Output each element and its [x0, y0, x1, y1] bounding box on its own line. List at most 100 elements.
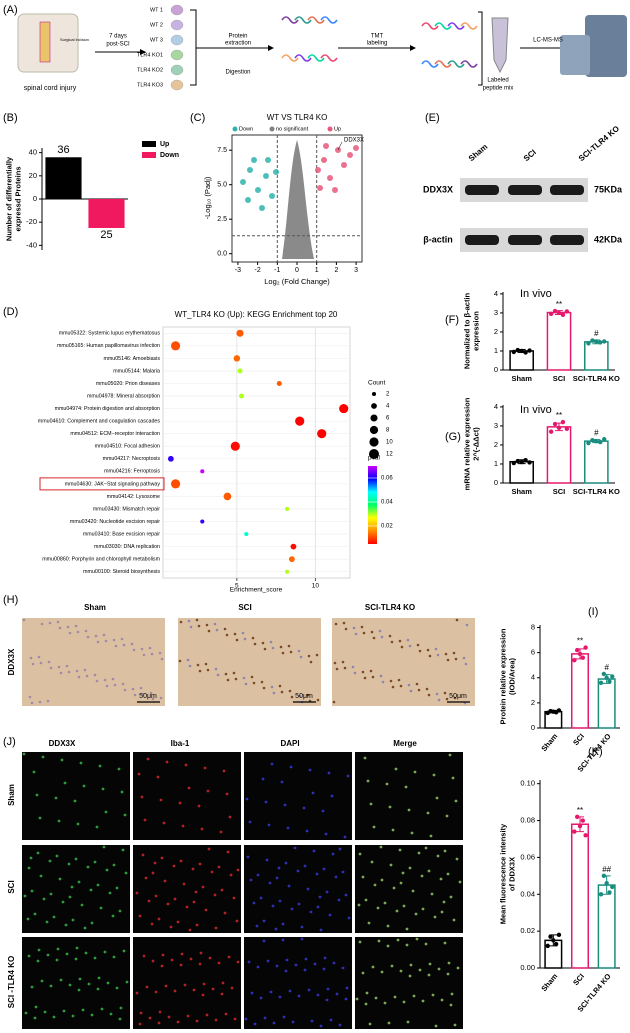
band	[550, 185, 584, 195]
data-point	[598, 439, 603, 445]
panel-label: (K)	[588, 746, 603, 758]
cell	[157, 917, 161, 921]
bubble	[167, 455, 174, 462]
ihc-image	[22, 618, 165, 706]
label: Sham	[84, 603, 106, 612]
legend-label: Up	[160, 141, 169, 148]
data-point	[523, 457, 528, 463]
cell	[296, 869, 300, 873]
cell	[67, 862, 71, 866]
cell	[194, 890, 198, 894]
cell	[225, 792, 229, 796]
cell	[259, 996, 263, 1000]
cell	[371, 965, 375, 969]
up-point	[341, 162, 347, 168]
cell	[40, 979, 44, 983]
legend-marker	[232, 126, 238, 132]
cell	[23, 894, 27, 898]
tissue	[170, 49, 184, 61]
cell	[408, 644, 412, 648]
cell	[179, 859, 183, 863]
cell	[73, 799, 77, 803]
cell	[150, 652, 154, 656]
cell	[272, 691, 276, 695]
cell	[204, 908, 208, 912]
data-point	[519, 348, 524, 354]
data-point	[551, 938, 556, 943]
cell	[344, 893, 348, 897]
label: DDX3X	[423, 184, 453, 194]
cell	[66, 625, 70, 629]
cell	[138, 914, 142, 918]
cell	[55, 854, 59, 858]
label: Sham	[7, 784, 16, 806]
cell	[232, 671, 236, 675]
y-tick-label: 20	[29, 171, 37, 180]
cell	[82, 784, 86, 788]
cell	[447, 961, 451, 965]
data-point	[598, 892, 604, 897]
if-image	[133, 752, 241, 840]
cell	[65, 664, 69, 668]
data-point	[607, 679, 612, 684]
y-tick-label: 5.0	[217, 182, 227, 189]
cell	[165, 760, 169, 764]
y-tick-label: 3	[494, 308, 498, 317]
cell	[437, 698, 441, 702]
cell	[304, 957, 308, 961]
cell	[253, 1022, 257, 1026]
cell	[269, 640, 273, 644]
cell	[111, 677, 115, 681]
cell	[290, 907, 294, 911]
cell	[379, 845, 383, 849]
data-point	[556, 425, 562, 431]
cell	[220, 992, 224, 996]
y-tick-label: -40	[26, 240, 37, 249]
legend-marker	[370, 414, 378, 422]
peptide	[294, 16, 312, 24]
cell	[146, 757, 150, 761]
if-image	[244, 752, 352, 840]
cell	[43, 1010, 47, 1014]
cell	[280, 780, 284, 784]
cell	[413, 770, 417, 774]
cell	[145, 985, 149, 989]
cell	[289, 765, 293, 769]
significance: **	[556, 411, 562, 420]
cell	[341, 870, 345, 874]
data-point	[594, 438, 599, 444]
cell	[428, 962, 432, 966]
cell	[249, 878, 253, 882]
cell	[151, 959, 155, 963]
data-point	[548, 934, 553, 939]
cell	[337, 898, 341, 902]
cell	[298, 694, 302, 698]
cell	[307, 988, 311, 992]
cell	[327, 771, 331, 775]
data-point	[577, 651, 583, 657]
y-axis-label: of DDX3X	[507, 857, 516, 891]
cell	[284, 861, 288, 865]
cell	[198, 962, 202, 966]
cell	[399, 684, 403, 688]
cell	[95, 825, 99, 829]
cell	[29, 656, 33, 660]
cell	[120, 637, 124, 641]
cell	[405, 927, 409, 931]
cell	[371, 675, 375, 679]
cell	[112, 863, 116, 867]
cell	[213, 622, 217, 626]
cell	[28, 695, 32, 699]
tissue	[170, 19, 184, 31]
cell	[205, 623, 209, 627]
label: 50μm	[139, 693, 157, 700]
cell	[306, 887, 310, 891]
down-point	[259, 205, 265, 211]
y-axis-label: 2^(-ΔΔct)	[471, 427, 480, 461]
cell	[81, 1008, 85, 1012]
data-point	[527, 460, 532, 465]
cell	[93, 860, 97, 864]
cell	[109, 1012, 113, 1016]
significance: ##	[602, 865, 611, 874]
cell	[415, 937, 419, 941]
